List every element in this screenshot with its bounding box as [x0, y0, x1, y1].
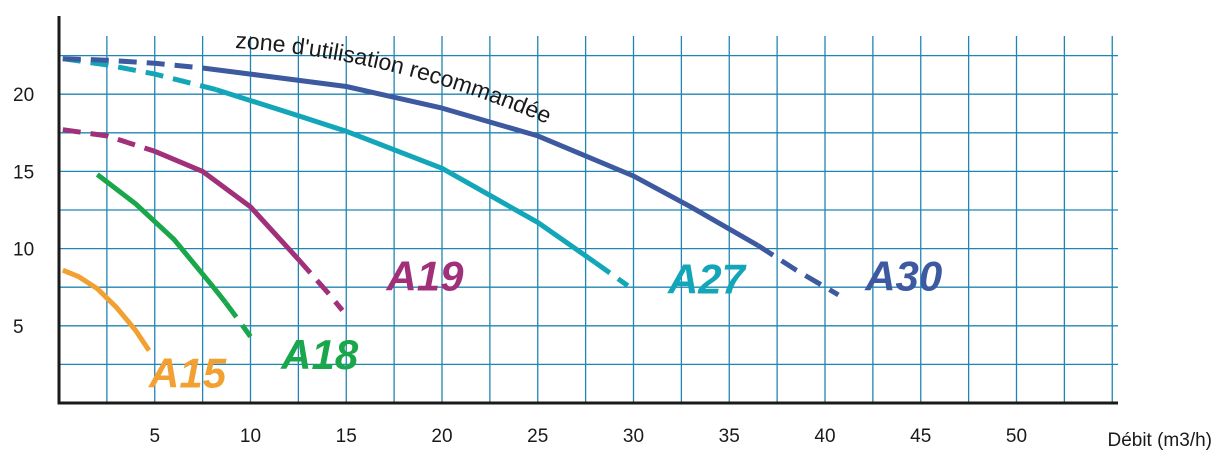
x-tick-label: 50 [1006, 426, 1027, 447]
curve-a30-dashed-end [756, 243, 840, 298]
pump-curves [61, 56, 840, 352]
x-tick-label: 30 [623, 426, 644, 447]
curve-a18-dashed-end [223, 301, 253, 339]
x-tick-label: 10 [240, 426, 261, 447]
x-tick-label: 45 [910, 426, 931, 447]
x-tick-label: 35 [719, 426, 740, 447]
chart-axes [57, 16, 1118, 405]
x-tick-label: 5 [149, 426, 160, 447]
curve-a27-dashed-start [62, 56, 217, 93]
y-tick-label: 15 [13, 162, 34, 183]
curve-a27-solid [215, 87, 597, 265]
x-tick-label: 40 [814, 426, 835, 447]
curve-a27-dashed-end [593, 260, 630, 288]
curve-label-a15: A15 [148, 350, 227, 397]
curve-label-a18: A18 [280, 331, 359, 378]
y-tick-labels: 5 10 15 20 [13, 85, 34, 338]
y-tick-label: 5 [13, 317, 24, 338]
curve-a19-dashed-start [62, 127, 156, 154]
curve-a15-solid [61, 267, 152, 352]
x-tick-label: 25 [527, 426, 548, 447]
x-tick-label: 15 [336, 426, 357, 447]
y-tick-label: 10 [13, 240, 34, 261]
y-tick-label: 20 [13, 85, 34, 106]
x-tick-label: 20 [431, 426, 452, 447]
curve-a19-solid [153, 148, 301, 262]
curve-a30-solid [202, 65, 760, 248]
curve-label-a27: A27 [667, 255, 747, 302]
curve-a19-dashed-end [296, 257, 345, 312]
x-tick-labels: 5 10 15 20 25 30 35 40 45 50 [149, 426, 1027, 447]
curve-labels: A15 A18 A19 A27 A30 [148, 252, 942, 396]
curve-label-a30: A30 [864, 252, 942, 299]
curve-a18-solid [95, 172, 228, 305]
chart-grid [59, 36, 1118, 403]
curve-a30-dashed-start [62, 56, 203, 71]
x-axis-label: Débit (m3/h) [1107, 430, 1212, 451]
curve-label-a19: A19 [385, 252, 464, 299]
